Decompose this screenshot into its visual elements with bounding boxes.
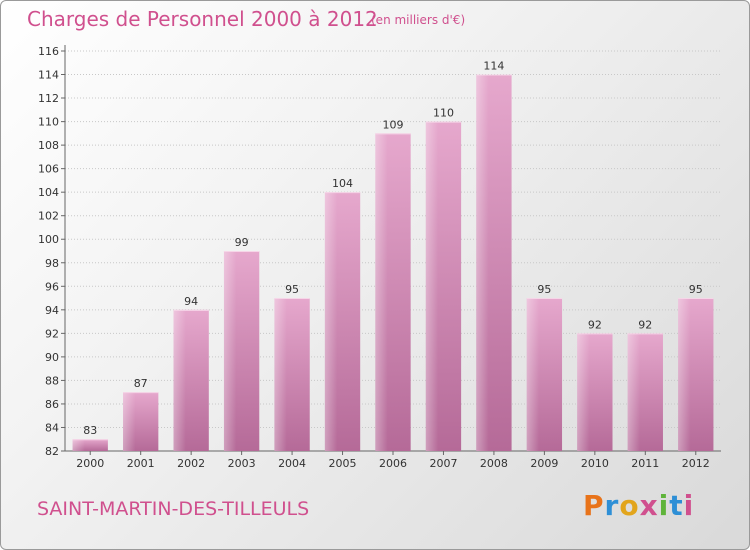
data-label: 109: [383, 118, 404, 131]
bar-highlight: [577, 333, 590, 451]
bar-highlight: [425, 121, 439, 452]
x-tick-label: 2010: [581, 457, 609, 470]
y-tick-label: 86: [45, 398, 59, 411]
x-tick-label: 2006: [379, 457, 407, 470]
y-tick-label: 100: [38, 233, 59, 246]
bar-highlight: [375, 133, 388, 451]
y-tick-label: 96: [45, 280, 59, 293]
data-label: 110: [433, 107, 454, 120]
x-tick-label: 2001: [127, 457, 155, 470]
x-tick-label: 2004: [278, 457, 306, 470]
y-tick-label: 112: [38, 92, 59, 105]
chart-subtitle: (en milliers d'€): [371, 13, 466, 27]
bar-highlight: [72, 439, 85, 451]
bar-highlight: [223, 251, 237, 451]
data-label: 95: [689, 283, 703, 296]
bar: [72, 439, 108, 451]
brand-letter: x: [639, 489, 659, 522]
y-tick-label: 106: [38, 163, 59, 176]
x-tick-label: 2007: [429, 457, 457, 470]
x-tick-label: 2012: [682, 457, 710, 470]
y-tick-label: 104: [38, 186, 59, 199]
brand-letter: i: [658, 489, 670, 522]
data-label: 95: [537, 283, 551, 296]
y-tick-label: 94: [45, 304, 59, 317]
x-tick-label: 2002: [177, 457, 205, 470]
brand-letter: i: [683, 489, 695, 522]
y-tick-label: 88: [45, 374, 59, 387]
data-label: 99: [235, 236, 249, 249]
bar-highlight: [526, 298, 540, 451]
data-label: 114: [483, 60, 504, 73]
y-tick-label: 90: [45, 351, 59, 364]
bar-highlight: [123, 392, 136, 451]
data-label: 94: [184, 295, 198, 308]
data-label: 83: [83, 424, 97, 437]
bars: [72, 74, 714, 452]
data-labels: 83 87 94 99 95 104 109 110 114 95 92 92 95: [83, 60, 703, 438]
x-tick-label: 2008: [480, 457, 508, 470]
x-tick-label: 2005: [329, 457, 357, 470]
x-tick-label: 2003: [228, 457, 256, 470]
y-tick-label: 102: [38, 210, 59, 223]
data-label: 92: [638, 318, 652, 331]
bar-highlight: [324, 192, 338, 452]
x-tick-label: 2011: [631, 457, 659, 470]
bar-highlight: [173, 309, 186, 451]
y-tick-label: 114: [38, 69, 59, 82]
proxiti-logo[interactable]: Proxiti: [583, 489, 694, 522]
data-label: 104: [332, 177, 353, 190]
bar-highlight: [274, 298, 287, 451]
y-tick-label: 84: [45, 421, 59, 434]
y-tick-label: 110: [38, 116, 59, 129]
bar-highlight: [476, 74, 489, 451]
commune-name: SAINT-MARTIN-DES-TILLEULS: [37, 498, 310, 520]
bar-highlight: [678, 298, 691, 451]
y-tick-label: 108: [38, 139, 59, 152]
y-tick-label: 92: [45, 327, 59, 340]
y-tick-label: 116: [38, 45, 59, 58]
x-tick-label: 2000: [76, 457, 104, 470]
y-tick-label: 98: [45, 257, 59, 270]
x-tick-label: 2009: [530, 457, 558, 470]
brand-letter: P: [583, 489, 605, 522]
brand-letter: o: [619, 489, 640, 522]
data-label: 87: [134, 377, 148, 390]
y-tick-label: 82: [45, 445, 59, 458]
bar-highlight: [627, 333, 641, 451]
chart-title: Charges de Personnel 2000 à 2012: [27, 7, 378, 31]
brand-letter: r: [604, 489, 620, 522]
data-label: 95: [285, 283, 299, 296]
brand-letter: t: [669, 489, 684, 522]
data-label: 92: [588, 318, 602, 331]
